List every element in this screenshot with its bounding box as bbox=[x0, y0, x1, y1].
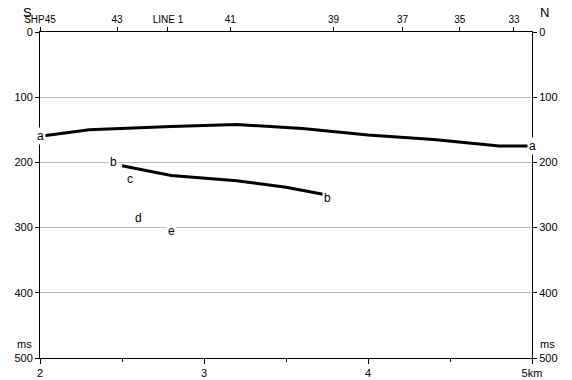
svg-text:5km: 5km bbox=[522, 367, 543, 379]
svg-text:a: a bbox=[37, 129, 44, 143]
svg-text:S: S bbox=[23, 5, 32, 20]
svg-text:100: 100 bbox=[539, 91, 557, 103]
svg-text:b: b bbox=[110, 155, 117, 169]
svg-text:e: e bbox=[168, 224, 175, 238]
svg-text:500: 500 bbox=[14, 352, 32, 364]
svg-text:43: 43 bbox=[112, 14, 124, 25]
svg-text:300: 300 bbox=[539, 221, 557, 233]
svg-text:ms: ms bbox=[17, 338, 32, 350]
svg-text:200: 200 bbox=[539, 156, 557, 168]
svg-text:33: 33 bbox=[508, 14, 520, 25]
svg-text:ms: ms bbox=[540, 338, 555, 350]
svg-text:SHP45: SHP45 bbox=[24, 14, 56, 25]
svg-text:b: b bbox=[324, 191, 331, 205]
svg-text:2: 2 bbox=[37, 367, 43, 379]
svg-text:300: 300 bbox=[14, 221, 32, 233]
svg-text:35: 35 bbox=[454, 14, 466, 25]
svg-text:37: 37 bbox=[397, 14, 409, 25]
svg-text:d: d bbox=[135, 211, 142, 225]
svg-text:39: 39 bbox=[328, 14, 340, 25]
svg-text:N: N bbox=[540, 5, 549, 20]
svg-text:100: 100 bbox=[14, 91, 32, 103]
svg-text:400: 400 bbox=[539, 287, 557, 299]
svg-text:400: 400 bbox=[14, 287, 32, 299]
svg-text:0: 0 bbox=[539, 26, 545, 38]
svg-text:41: 41 bbox=[225, 14, 237, 25]
svg-text:0: 0 bbox=[27, 26, 33, 38]
svg-text:500: 500 bbox=[539, 352, 557, 364]
svg-text:LINE 1: LINE 1 bbox=[153, 14, 184, 25]
svg-text:a: a bbox=[529, 139, 536, 153]
svg-text:4: 4 bbox=[365, 367, 371, 379]
svg-text:200: 200 bbox=[14, 156, 32, 168]
svg-text:c: c bbox=[127, 172, 133, 186]
svg-text:3: 3 bbox=[201, 367, 207, 379]
